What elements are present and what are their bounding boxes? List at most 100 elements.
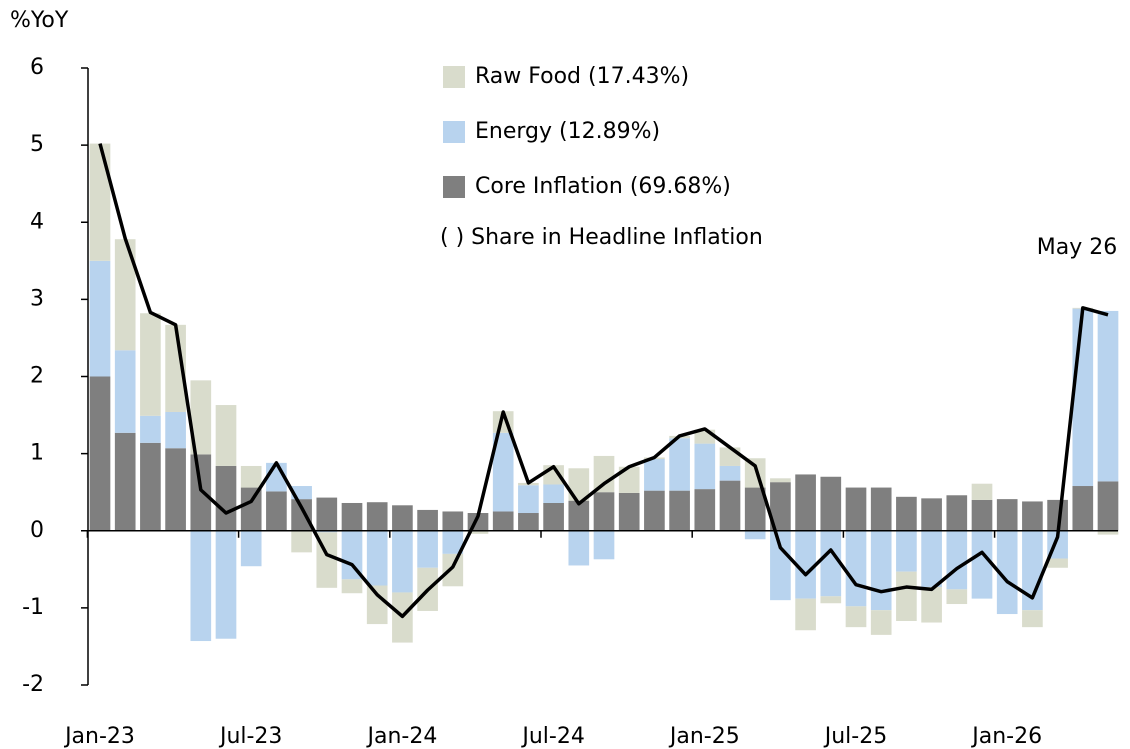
bar (291, 530, 312, 553)
bar (996, 499, 1018, 531)
bar (240, 487, 262, 531)
bar (593, 530, 615, 560)
bar (1047, 558, 1068, 568)
bar (770, 530, 791, 601)
bar (492, 511, 514, 531)
y-tick-label: -1 (22, 595, 44, 620)
y-tick-label: 6 (30, 55, 44, 80)
bar (114, 432, 136, 531)
bar (316, 497, 338, 531)
bar (518, 513, 539, 531)
bar (946, 589, 968, 605)
bar (240, 465, 262, 488)
bar (845, 530, 867, 607)
bar (89, 143, 111, 261)
bar (89, 376, 111, 531)
x-tick-label: Jul-25 (823, 724, 887, 749)
bar (543, 484, 564, 503)
bar (165, 411, 186, 449)
bar (845, 606, 867, 628)
bar (442, 553, 464, 587)
bar (921, 498, 942, 531)
legend-label: Raw Food (17.43%) (475, 64, 689, 89)
bar (1097, 481, 1119, 531)
bar (795, 474, 816, 531)
y-tick-label: 4 (30, 209, 44, 234)
bar (870, 530, 892, 611)
bar (89, 260, 111, 377)
legend-swatch (443, 66, 465, 88)
bar (744, 530, 766, 540)
bar (467, 530, 489, 534)
bar (1047, 499, 1068, 531)
x-tick-label: Jan-24 (365, 724, 437, 749)
bar (618, 466, 640, 493)
bar (896, 571, 917, 621)
bar (719, 465, 741, 481)
bar (744, 487, 766, 531)
bar (593, 455, 615, 493)
bar (291, 499, 312, 531)
legend-swatch (443, 121, 465, 143)
bar (392, 505, 413, 531)
legend-note: ( ) Share in Headline Inflation (440, 225, 763, 250)
headline-line (98, 143, 1109, 619)
bar (694, 489, 716, 531)
bar (215, 405, 237, 466)
annotation: May 26 (1037, 235, 1117, 260)
bar (719, 480, 741, 531)
bar (946, 495, 968, 531)
bar (921, 530, 942, 588)
bar (114, 239, 136, 351)
bar (795, 530, 816, 599)
bar (870, 610, 892, 635)
bar (492, 432, 514, 512)
bar (593, 492, 615, 531)
bar (971, 530, 993, 599)
y-tick-label: 1 (30, 441, 44, 466)
bar (896, 496, 917, 531)
bar (366, 530, 388, 586)
bar (719, 447, 741, 466)
bar (896, 530, 917, 572)
y-axis-label: %YoY (10, 8, 69, 33)
x-tick-label: Jul-23 (218, 724, 282, 749)
bar (341, 579, 363, 594)
bar (417, 509, 438, 531)
x-tick-label: Jul-24 (520, 724, 584, 749)
bar (1022, 501, 1043, 531)
y-tick-label: 0 (30, 518, 44, 543)
bar (996, 530, 1018, 615)
bar (165, 448, 186, 531)
bar (820, 596, 842, 604)
bar (820, 530, 842, 597)
bar (971, 483, 993, 500)
bar (971, 499, 993, 531)
bar (316, 530, 338, 533)
y-tick-label: -2 (22, 672, 44, 697)
x-tick-label: Jan-26 (970, 724, 1042, 749)
bar (518, 485, 539, 514)
bar (669, 438, 690, 491)
bar (442, 530, 464, 554)
bar (870, 487, 892, 531)
bar (190, 380, 212, 455)
bar (1072, 486, 1094, 531)
bar (921, 587, 942, 623)
bar (165, 324, 186, 412)
bar (669, 490, 690, 531)
bar (190, 454, 212, 531)
bar (240, 530, 262, 567)
bar (442, 511, 464, 531)
y-tick-label: 3 (30, 286, 44, 311)
x-tick-label: Jan-23 (63, 724, 135, 749)
bar (845, 487, 867, 531)
bar (140, 442, 161, 531)
bar (694, 443, 716, 490)
bar (568, 530, 590, 566)
bar (1097, 530, 1119, 535)
x-tick-label: Jan-25 (668, 724, 740, 749)
bar (1072, 308, 1094, 487)
bar (820, 476, 842, 531)
y-tick-label: 5 (30, 132, 44, 157)
